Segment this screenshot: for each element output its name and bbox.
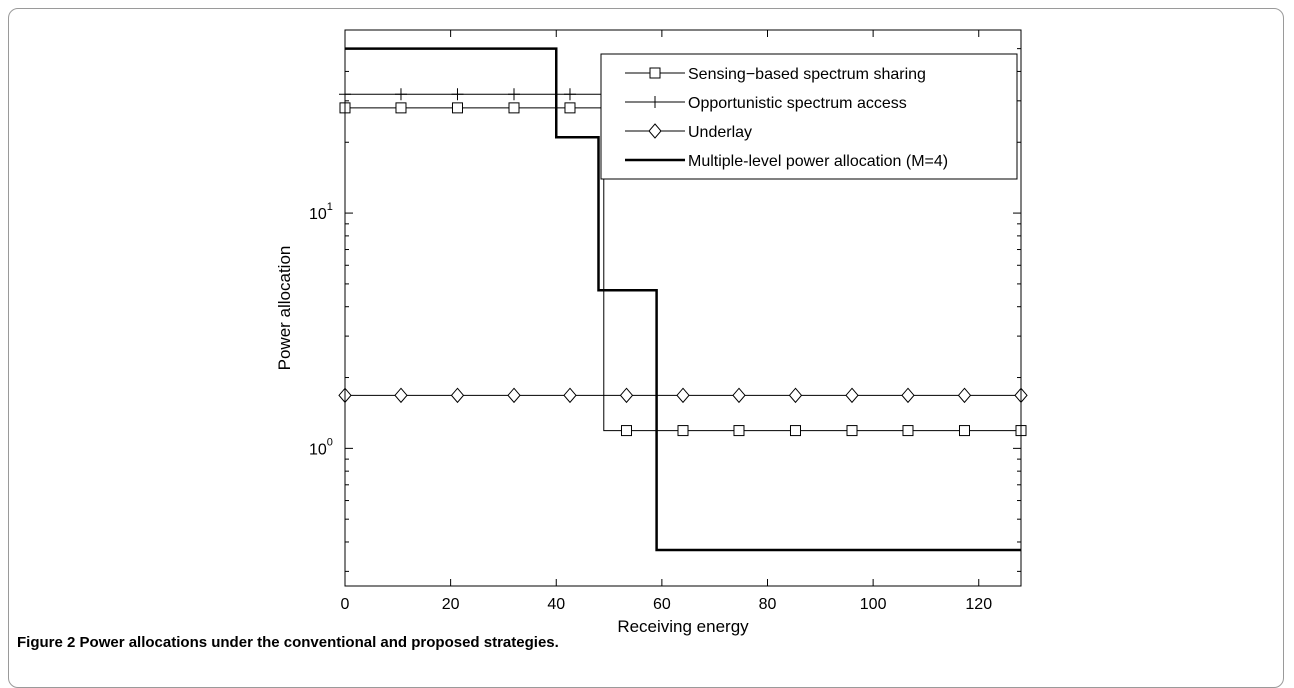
series-marker (508, 102, 520, 114)
series-marker (676, 387, 690, 404)
chart-marks (338, 47, 1028, 552)
x-tick-label: 120 (965, 596, 992, 613)
series-marker (394, 88, 407, 101)
figure-label: Figure 2 (17, 634, 76, 651)
legend-box (600, 53, 1018, 180)
axes-box (344, 29, 1022, 587)
legend-label: Multiple-level power allocation (M=4) (688, 153, 948, 170)
x-tick-label: 80 (759, 596, 777, 613)
power-allocation-chart: 0 20 40 60 80 100 120 100 101 Receiving energy P… (275, 29, 1028, 636)
x-tick-label: 60 (653, 596, 671, 613)
series-marker (902, 425, 914, 437)
series-group (339, 88, 602, 101)
series-marker (563, 387, 577, 404)
x-axis-label: Receiving energy (617, 617, 749, 636)
series-marker (620, 425, 632, 437)
series-marker (563, 88, 576, 101)
legend-label: Opportunistic spectrum access (688, 95, 907, 112)
legend-label: Sensing−based spectrum sharing (688, 66, 926, 83)
x-tick-label: 100 (860, 596, 887, 613)
series-marker (677, 425, 689, 437)
x-tick-label: 40 (547, 596, 565, 613)
series-line (345, 107, 1021, 432)
series-line (345, 47, 1021, 552)
series-marker (619, 387, 634, 404)
series-marker (788, 387, 803, 404)
series-marker (394, 387, 408, 404)
x-tick-label: 20 (442, 596, 460, 613)
legend-marker (648, 123, 662, 139)
series-marker (451, 102, 463, 114)
legend-label: Underlay (688, 124, 752, 141)
series-marker (901, 387, 915, 404)
series-marker (564, 102, 576, 114)
series-marker (508, 88, 520, 101)
series-marker (451, 88, 464, 101)
series-marker (450, 387, 465, 404)
y-tick-exponent: 1 (327, 201, 333, 213)
series-group (338, 387, 1028, 404)
series-marker (507, 387, 521, 404)
y-tick-label: 100 (309, 436, 333, 458)
series-marker (958, 425, 970, 437)
series-marker (733, 425, 745, 437)
chart-legend: Sensing−based spectrum sharing Opportunis… (600, 53, 1018, 180)
figure-caption: Figure 2 Power allocations under the con… (17, 634, 559, 651)
legend-marker (649, 67, 661, 79)
series-marker (732, 387, 746, 404)
legend-marker (649, 96, 661, 108)
figure-caption-text: Power allocations under the conventional… (79, 634, 559, 651)
series-marker (846, 425, 858, 437)
y-tick-exponent: 0 (327, 436, 333, 448)
x-tick-label: 0 (341, 596, 350, 613)
y-axis-label: Power allocation (275, 246, 294, 371)
series-marker (957, 387, 972, 404)
y-tick-label: 101 (309, 201, 333, 223)
axis-ticks: 0 20 40 60 80 100 120 100 101 (309, 29, 1021, 613)
series-marker (789, 425, 801, 437)
series-marker (395, 102, 407, 114)
series-group (345, 47, 1021, 552)
series-marker (845, 387, 859, 404)
